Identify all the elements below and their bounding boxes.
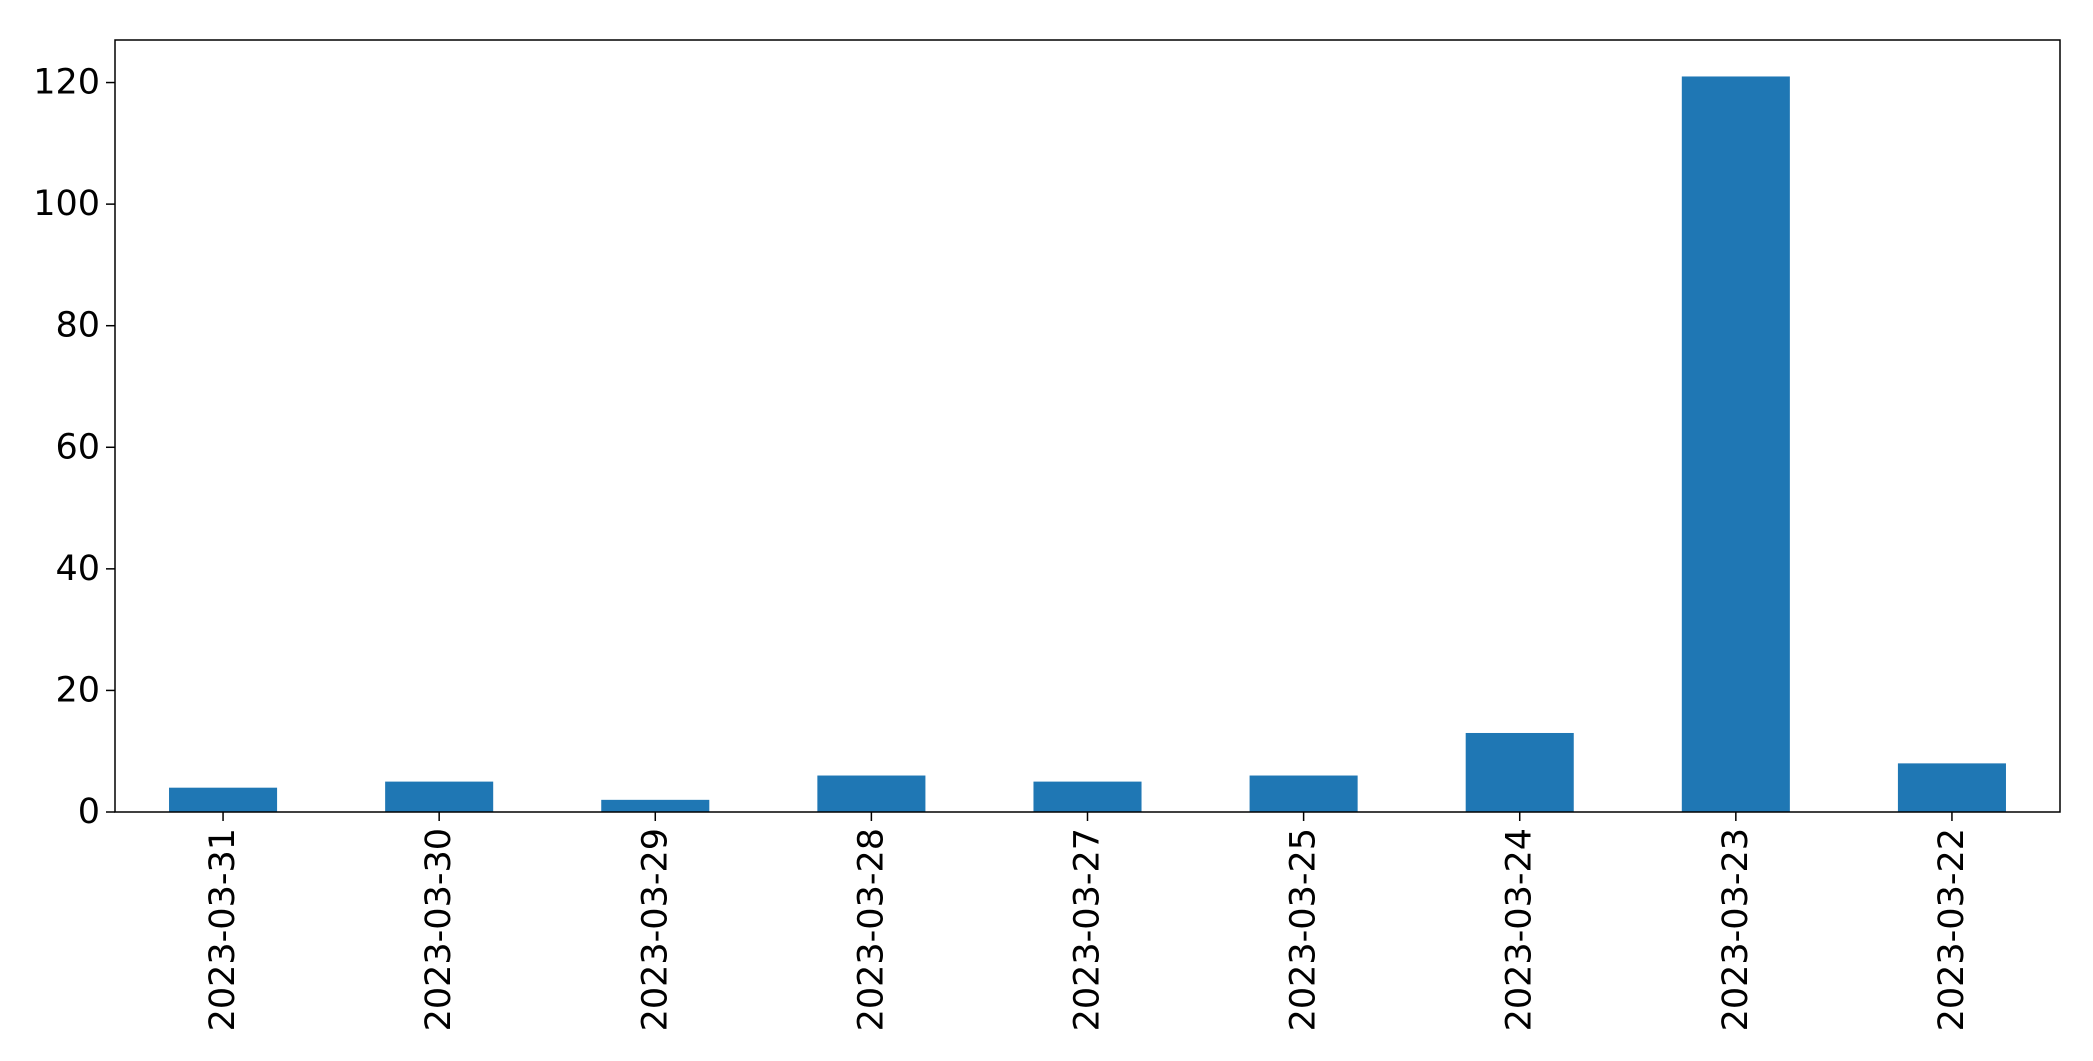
- x-tick-label: 2023-03-24: [1500, 828, 1540, 1031]
- x-axis: 2023-03-31 2023-03-30 2023-03-29 2023-03-28…: [203, 812, 1972, 1031]
- bar-2023-03-27: [1033, 781, 1142, 812]
- x-tick-label: 2023-03-22: [1932, 828, 1972, 1031]
- y-tick-label: 120: [33, 63, 100, 103]
- bar-2023-03-23: [1681, 76, 1790, 813]
- y-tick-label: 20: [55, 670, 100, 710]
- bar-2023-03-31: [169, 787, 278, 812]
- bar-2023-03-25: [1249, 775, 1358, 812]
- x-tick-label: 2023-03-27: [1068, 828, 1108, 1031]
- bar-2023-03-24: [1465, 732, 1574, 812]
- x-tick-label: 2023-03-23: [1716, 828, 1756, 1031]
- y-tick-label: 60: [55, 427, 100, 467]
- x-tick-label: 2023-03-29: [635, 828, 675, 1031]
- x-tick-label: 2023-03-30: [419, 828, 459, 1031]
- bars-group: [169, 76, 2006, 813]
- bar-2023-03-28: [817, 775, 926, 812]
- y-tick-label: 40: [55, 549, 100, 589]
- y-tick-label: 80: [55, 306, 100, 346]
- x-tick-label: 2023-03-31: [203, 828, 243, 1031]
- plot-frame: [114, 39, 2061, 813]
- y-tick-label: 100: [33, 184, 100, 224]
- x-tick-label: 2023-03-28: [851, 828, 891, 1031]
- y-axis: 0 20 40 60 80 100 120: [33, 63, 115, 832]
- bar-2023-03-29: [601, 799, 710, 812]
- y-tick-label: 0: [78, 792, 100, 832]
- x-tick-label: 2023-03-25: [1284, 828, 1324, 1031]
- bar-2023-03-22: [1897, 763, 2006, 812]
- bar-2023-03-30: [385, 781, 494, 812]
